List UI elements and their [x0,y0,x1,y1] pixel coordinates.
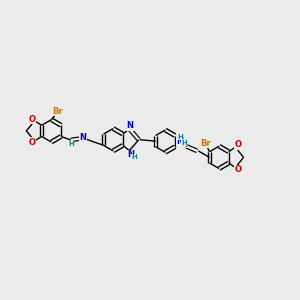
Text: N: N [176,137,184,146]
Text: H: H [68,141,74,147]
Text: O: O [235,140,242,149]
Text: Br: Br [201,139,211,148]
Text: O: O [28,138,35,147]
Text: H: H [177,134,183,140]
Text: Br: Br [52,107,63,116]
Text: N: N [127,150,134,159]
Text: H: H [132,154,137,160]
Text: O: O [235,165,242,174]
Text: H: H [181,140,187,146]
Text: N: N [80,134,87,142]
Text: N: N [126,122,133,130]
Text: O: O [28,115,35,124]
